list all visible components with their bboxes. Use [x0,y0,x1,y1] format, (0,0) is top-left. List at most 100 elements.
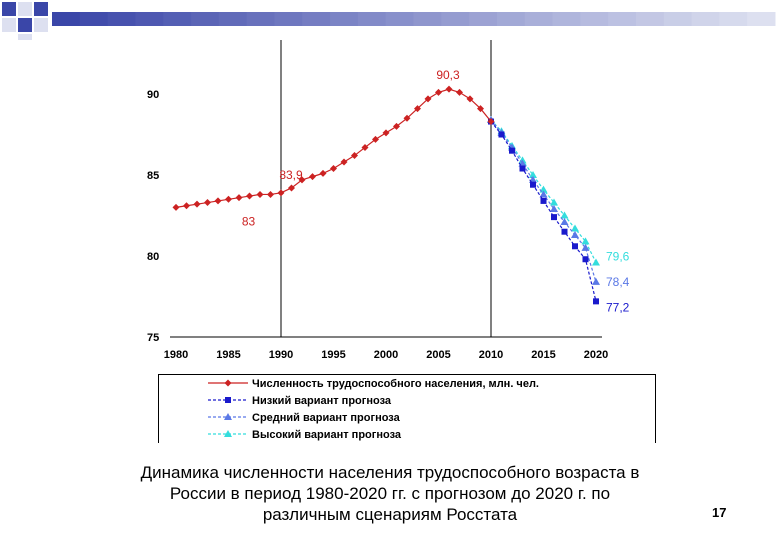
data-point-marker [550,198,558,206]
data-point-marker [309,173,316,181]
data-label: 83,9 [279,168,303,182]
header-square [2,2,16,16]
header-stripe-segment [79,12,109,26]
header-stripe-segment [441,12,470,26]
data-point-marker [267,190,274,198]
data-point-marker [581,243,590,251]
data-point-marker [224,430,232,437]
data-point-marker [193,200,201,208]
data-point-marker [550,205,558,213]
caption-line: различным сценариям Росстата [262,505,518,524]
data-label: 83 [242,215,256,229]
data-point-marker [477,105,484,113]
x-tick-label: 1995 [321,349,345,361]
header-stripe-segment [246,12,275,26]
header-stripe-segment [691,12,720,26]
data-point-marker [498,131,505,138]
data-point-marker [225,195,232,203]
header-square [34,18,48,32]
x-tick-label: 2010 [479,349,503,361]
header-stripe-segment [135,12,164,26]
caption-line: России в период 1980-2020 гг. с прогнозо… [169,484,611,503]
data-point-marker [224,379,232,387]
header-stripe-segment [524,12,554,26]
y-tick-label: 90 [147,89,159,101]
data-point-marker [435,88,442,96]
data-point-marker [529,171,537,178]
data-point-marker [445,85,453,93]
y-tick-label: 85 [147,170,159,182]
data-point-marker [539,190,548,198]
caption-line: Динамика численности населения трудоспос… [140,463,640,482]
data-point-marker [214,197,222,205]
data-point-marker [372,135,379,143]
x-tick-label: 2005 [426,349,450,361]
header-stripe-segment [52,12,81,26]
data-point-marker [571,224,579,232]
data-point-marker [519,165,526,172]
legend-label: Высокий вариант прогноза [252,429,402,441]
header-stripe-segment [580,12,609,26]
data-point-marker [298,176,306,184]
data-point-marker [509,147,515,154]
header-stripe-segment [163,12,192,26]
legend-item-actual: Численность трудоспособного населения, м… [208,378,539,390]
data-point-marker [560,217,569,225]
data-point-marker [288,184,295,192]
legend-label: Низкий вариант прогноза [252,395,392,407]
header-stripe-segment [191,12,220,26]
data-point-marker [560,211,569,219]
data-point-marker [256,190,264,198]
data-point-marker [592,277,600,285]
data-point-marker [403,114,411,122]
data-point-marker [540,197,547,204]
y-tick-label: 75 [147,332,159,344]
legend-label: Численность трудоспособного населения, м… [252,378,539,390]
data-point-marker [235,194,243,202]
data-point-marker [204,199,211,207]
header-stripe-segment [496,12,526,26]
legend-item-low: Низкий вариант прогноза [208,395,392,407]
header-stripe-segment [719,12,748,26]
data-point-marker [530,181,536,188]
header-stripe-segment [357,12,387,26]
data-point-marker [224,413,232,420]
header-square [18,2,32,16]
data-point-marker [225,397,231,403]
data-point-marker [581,237,590,245]
header-stripe-segment [274,12,303,26]
data-point-marker [382,129,390,137]
header-stripe-segment [413,12,442,26]
header-square [18,34,32,40]
data-label: 77,2 [606,300,630,314]
data-point-marker [572,243,578,250]
data-label: 78,4 [606,275,630,289]
data-point-marker [246,192,253,200]
data-point-marker [183,202,190,210]
header-stripe-segment [663,12,693,26]
x-tick-label: 2000 [374,349,398,361]
series-low [488,118,599,305]
data-point-marker [340,158,348,166]
data-point-marker [424,95,432,103]
header-stripe-segment [218,12,248,26]
legend-item-high: Высокий вариант прогноза [208,429,402,441]
y-tick-label: 80 [147,251,159,263]
header-stripe-segment [608,12,637,26]
data-point-marker [319,169,327,177]
slide-header-decoration [2,2,776,40]
series-line [490,121,597,302]
legend-item-medium: Средний вариант прогноза [208,412,401,424]
x-tick-label: 1980 [164,349,188,361]
data-point-marker [361,143,369,151]
x-tick-label: 1990 [269,349,293,361]
header-stripe-segment [635,12,665,26]
data-label: 79,6 [606,249,630,263]
data-point-marker [393,122,400,130]
data-point-marker [592,258,600,266]
x-tick-label: 2015 [531,349,555,361]
x-tick-label: 1985 [216,349,240,361]
data-point-marker [466,95,474,103]
data-label: 90,3 [436,68,460,82]
header-square [34,2,48,16]
